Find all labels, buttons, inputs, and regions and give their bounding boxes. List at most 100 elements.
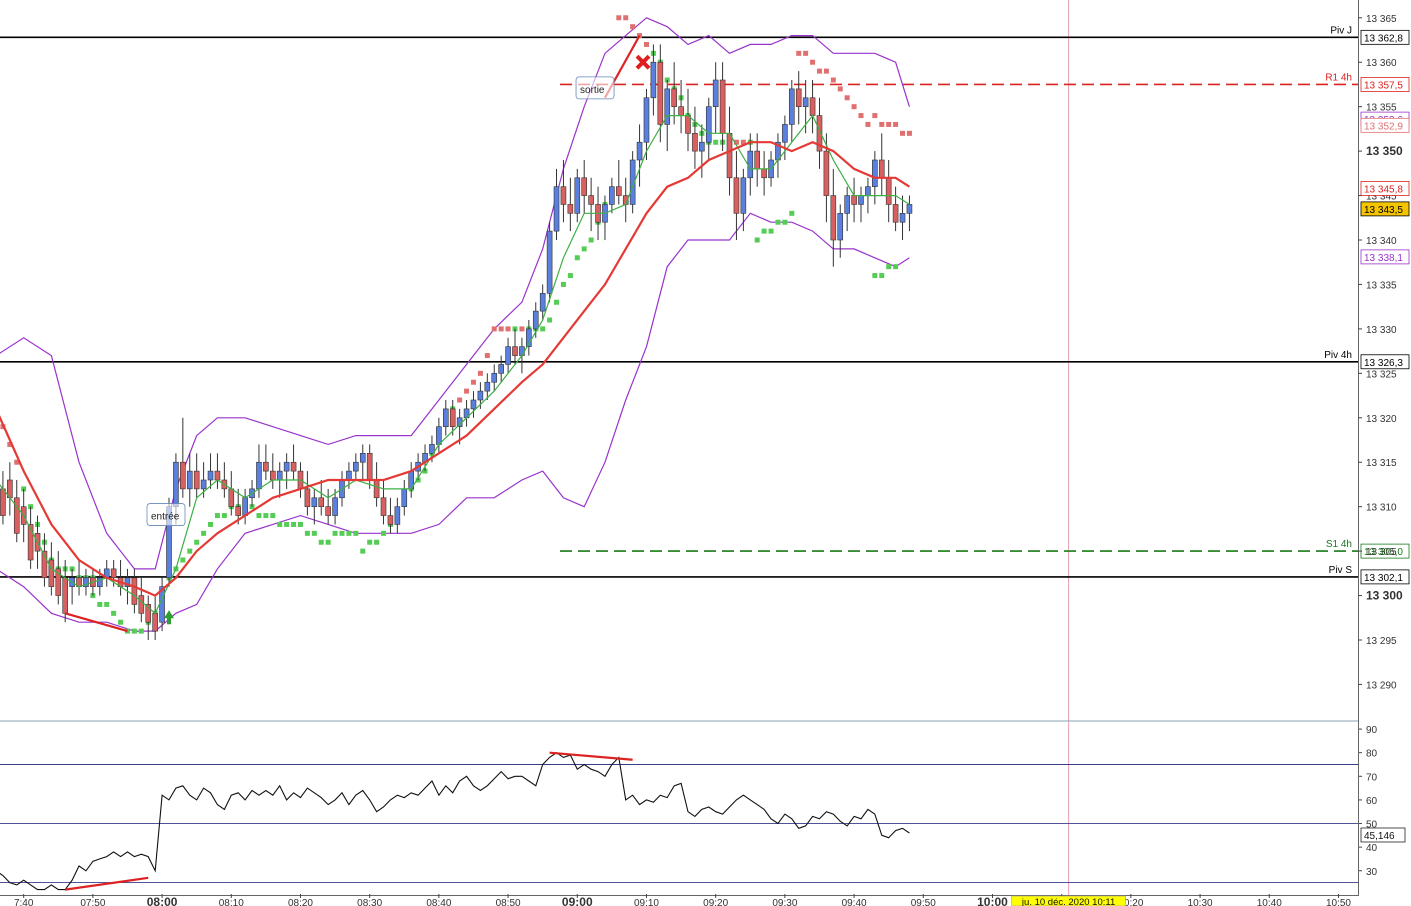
time-tick-label: 09:50 xyxy=(911,898,936,906)
price-tick-label: 13 300 xyxy=(1366,589,1403,603)
sar-dot xyxy=(789,210,795,216)
price-tag-box xyxy=(1360,201,1410,217)
annotation-box xyxy=(146,503,186,526)
sar-dot xyxy=(588,237,594,243)
candle-body xyxy=(228,488,235,507)
candle-body xyxy=(380,497,387,516)
candle-body xyxy=(705,106,712,143)
sar-dot xyxy=(297,521,303,527)
candle xyxy=(906,195,913,232)
sar-dot xyxy=(865,121,871,127)
time-tick-label: 10:20 xyxy=(1118,898,1143,906)
price-axis[interactable]: 13 362,8 13 357,5 13 326,3 13 305,0 13 302,1… xyxy=(1358,0,1410,896)
candle-body xyxy=(699,141,705,152)
price-tick-label: 13 305 xyxy=(1366,547,1397,558)
candle-body xyxy=(872,159,878,187)
sar-dot xyxy=(775,219,781,225)
sar-dot xyxy=(554,299,560,305)
candle-body xyxy=(532,310,539,330)
sar-dot xyxy=(491,326,497,332)
sar-dot xyxy=(367,539,373,545)
sar-dot xyxy=(830,77,836,83)
candle xyxy=(795,71,802,125)
sar-dot xyxy=(201,530,207,536)
candle-body xyxy=(865,186,871,196)
rsi-panel: 90 80 70 60 50 40 30 45,146 xyxy=(0,720,1406,891)
candle-body xyxy=(588,195,594,205)
rsi-value-box xyxy=(1360,827,1406,843)
sar-dot xyxy=(291,521,297,527)
price-tick-label: 13 345 xyxy=(1366,192,1397,203)
candle xyxy=(269,453,276,489)
candle xyxy=(27,506,34,569)
candle-body xyxy=(276,470,283,481)
sar-dot xyxy=(782,219,788,225)
candle-body xyxy=(373,479,380,499)
sar-dot xyxy=(477,370,483,376)
bollinger-bands-layer xyxy=(0,17,910,632)
candle xyxy=(498,355,504,383)
candle-body xyxy=(733,177,740,214)
candle xyxy=(359,444,366,480)
candle-body xyxy=(581,177,588,196)
sar-dot xyxy=(574,255,580,261)
sar-dot xyxy=(540,326,546,332)
candle-body xyxy=(615,186,622,196)
rsi-tick-label: 40 xyxy=(1366,843,1378,854)
candle-body xyxy=(740,177,747,214)
candle-body xyxy=(41,550,48,579)
candle-body xyxy=(629,159,636,205)
candle-body xyxy=(186,470,193,490)
candle-body xyxy=(560,186,567,205)
sar-dot xyxy=(208,521,214,527)
sar-dot xyxy=(464,388,470,394)
candle xyxy=(353,453,359,480)
candle-body xyxy=(899,213,906,223)
candle xyxy=(788,80,795,143)
sar-dot xyxy=(304,530,310,536)
annotation-box xyxy=(575,76,615,100)
candle xyxy=(539,284,546,320)
cursor-time-tag: ju. 10 déc. 2020 10:11 xyxy=(1011,895,1126,906)
sar-dot xyxy=(893,121,899,127)
sar-dot xyxy=(810,59,816,65)
bollinger-lower xyxy=(0,212,910,632)
candle-body xyxy=(671,88,677,107)
time-axis[interactable]: 7:40 07:50 08:00 08:10 08:20 08:30 08:40 08:50 0… xyxy=(0,894,1358,906)
candle-body xyxy=(539,293,546,312)
sar-dot xyxy=(900,130,906,136)
candle xyxy=(809,80,816,134)
time-tick-label: 09:30 xyxy=(772,898,797,906)
candle-body xyxy=(173,461,179,507)
candle-body xyxy=(436,426,442,445)
candle xyxy=(491,364,498,392)
candle xyxy=(263,444,269,480)
time-tick-label: 09:40 xyxy=(842,898,867,906)
time-tick-label: 10:00 xyxy=(977,895,1008,906)
sar-dot xyxy=(138,628,144,634)
candle xyxy=(366,444,373,489)
candle-body xyxy=(290,461,297,472)
candle xyxy=(657,44,664,143)
candle xyxy=(712,62,719,134)
price-tag-text: 13 338,1 xyxy=(1364,253,1403,264)
candle-body xyxy=(837,213,844,241)
candle xyxy=(311,488,318,525)
candle xyxy=(207,453,214,489)
cursor-time-text: ju. 10 déc. 2020 10:11 xyxy=(1021,897,1115,906)
candle-body xyxy=(477,390,484,401)
rsi-tick-label: 60 xyxy=(1366,796,1378,807)
price-tag-box xyxy=(1360,249,1410,265)
candle xyxy=(671,62,677,125)
level-name-1: R1 4h xyxy=(1325,72,1352,83)
candle xyxy=(387,497,394,534)
sar-dot xyxy=(124,628,130,634)
time-tick-label: 09:00 xyxy=(562,895,593,906)
candle-body xyxy=(484,381,491,392)
sar-dot xyxy=(194,539,200,545)
sar-dot xyxy=(118,619,124,625)
sar-dot xyxy=(581,246,587,252)
candle xyxy=(512,328,518,365)
price-tick-label: 13 350 xyxy=(1366,144,1403,158)
